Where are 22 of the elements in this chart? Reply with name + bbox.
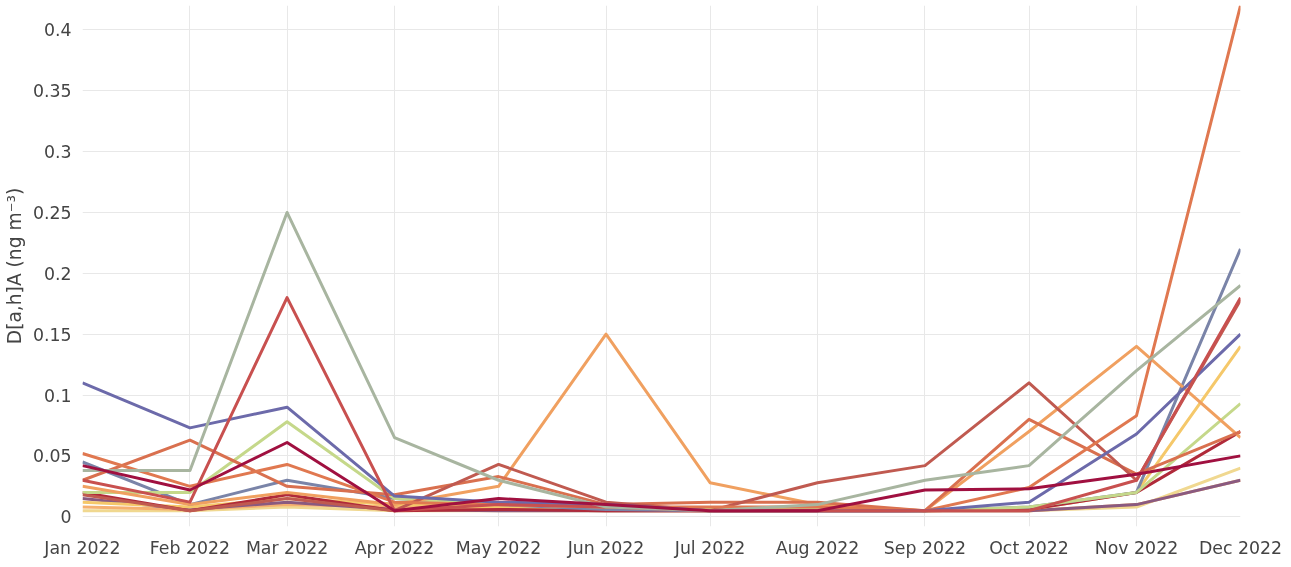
- y-tick-label: 0.3: [43, 142, 72, 163]
- y-tick-label: 0.35: [32, 81, 72, 102]
- x-tick-label: Nov 2022: [1094, 537, 1179, 558]
- x-tick-label: Oct 2022: [989, 537, 1069, 558]
- y-tick-label: 0.25: [32, 202, 72, 223]
- x-tick-label: May 2022: [455, 537, 542, 558]
- y-tick-label: 0.2: [43, 263, 72, 284]
- y-axis-title: D[a,h]A (ng m⁻³): [3, 187, 25, 345]
- y-tick-label: 0.15: [32, 324, 72, 345]
- y-tick-label: 0.4: [43, 20, 72, 41]
- y-tick-label: 0.05: [32, 446, 72, 467]
- x-tick-label: Feb 2022: [149, 537, 231, 558]
- x-tick-label: Aug 2022: [775, 537, 860, 558]
- x-tick-label: Dec 2022: [1198, 537, 1283, 558]
- x-tick-label: Jun 2022: [566, 537, 645, 558]
- x-tick-label: Sep 2022: [883, 537, 967, 558]
- x-tick-label: Apr 2022: [354, 537, 435, 558]
- x-tick-label: Jul 2022: [673, 537, 746, 558]
- x-tick-label: Mar 2022: [245, 537, 329, 558]
- y-tick-label: 0: [60, 507, 72, 528]
- y-tick-label: 0.1: [43, 385, 72, 406]
- x-tick-label: Jan 2022: [43, 537, 121, 558]
